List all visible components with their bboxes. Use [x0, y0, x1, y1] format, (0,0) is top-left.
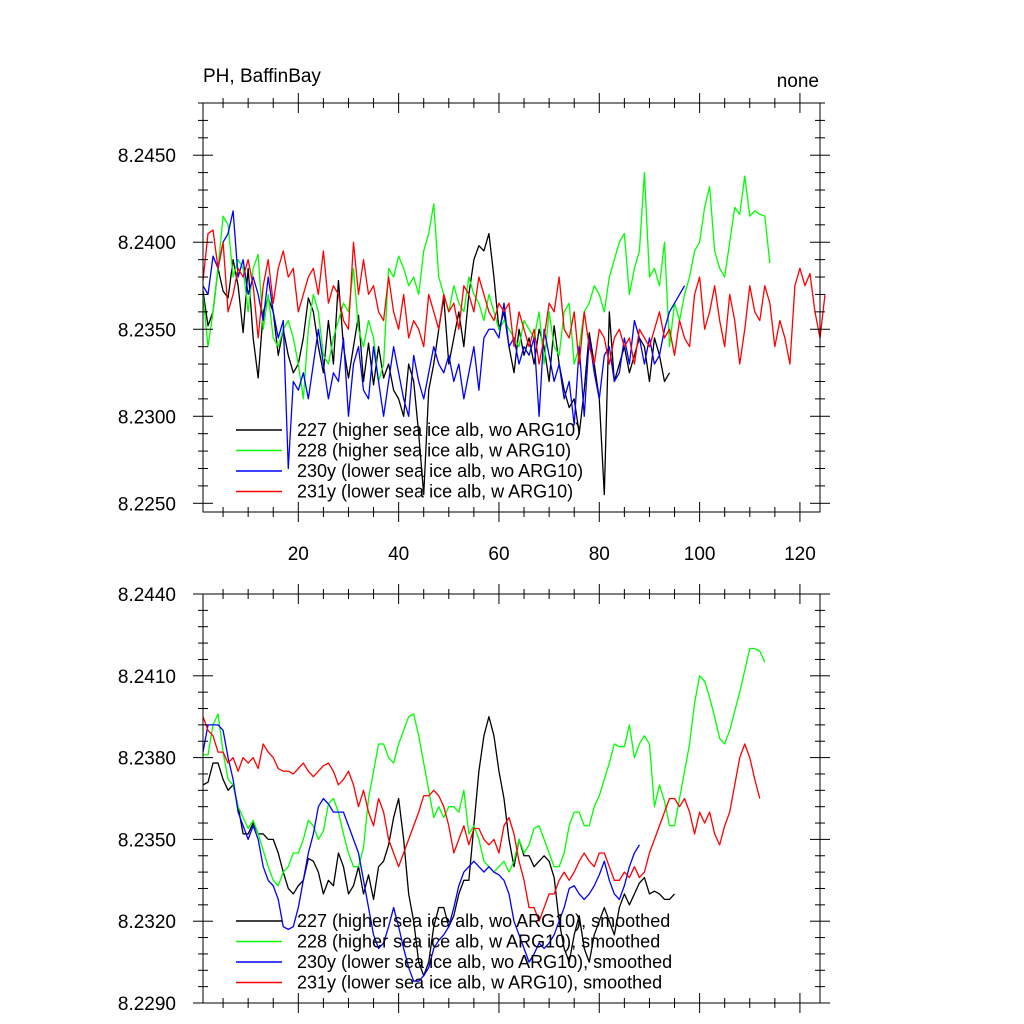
top-x-tick-label: 80 — [589, 544, 610, 565]
bottom-y-tick-label: 8.2320 — [118, 912, 176, 933]
top-y-tick-label: 8.2250 — [118, 494, 176, 515]
bottom-y-tick-label: 8.2290 — [118, 994, 176, 1015]
bottom-legend-label: 227 (higher sea ice alb, wo ARG10), smoo… — [297, 911, 670, 931]
top-legend-label: 230y (lower sea ice alb, wo ARG10) — [297, 461, 583, 481]
bottom-series-line-0 — [202, 716, 676, 977]
top-y-tick-label: 8.2350 — [118, 320, 176, 341]
bottom-y-tick-label: 8.2410 — [118, 667, 176, 688]
bottom-legend-label: 231y (lower sea ice alb, w ARG10), smoot… — [297, 973, 662, 993]
top-x-tick-label: 40 — [388, 544, 409, 565]
top-panel-title-right: none — [777, 71, 819, 92]
top-x-tick-label: 120 — [784, 544, 816, 565]
bottom-y-tick-label: 8.2350 — [118, 830, 176, 851]
top-y-tick-label: 8.2450 — [118, 146, 176, 167]
bottom-panel: 8.2290 8.2320 8.2350 8.2380 8.2410 8.2440 227… — [118, 584, 830, 1015]
bottom-ticks-layer: 8.2290 8.2320 8.2350 8.2380 8.2410 8.2440 — [118, 584, 830, 1015]
top-series-layer — [202, 171, 826, 496]
top-panel: PH, BaffinBay none 20 40 60 80 100 120 8.2250 8… — [118, 66, 830, 565]
top-series-line-1 — [202, 171, 771, 400]
bottom-plot-frame — [202, 593, 821, 1004]
bottom-y-tick-label: 8.2440 — [118, 585, 176, 606]
top-ticks-layer: 20 40 60 80 100 120 8.2250 8.2300 8.2350 8.2400 8.… — [118, 93, 830, 565]
bottom-series-layer — [202, 647, 766, 982]
top-legend-label: 227 (higher sea ice alb, wo ARG10) — [297, 420, 581, 440]
top-plot-frame — [202, 102, 821, 513]
bottom-legend-label: 228 (higher sea ice alb, w ARG10), smoot… — [297, 932, 660, 952]
top-legend: 227 (higher sea ice alb, wo ARG10)228 (h… — [236, 420, 583, 502]
top-legend-label: 228 (higher sea ice alb, w ARG10) — [297, 441, 571, 461]
bottom-legend-label: 230y (lower sea ice alb, wo ARG10), smoo… — [297, 952, 672, 972]
top-series-line-0 — [202, 232, 671, 496]
bottom-y-tick-label: 8.2380 — [118, 749, 176, 770]
bottom-series-line-1 — [203, 647, 766, 887]
top-y-tick-label: 8.2400 — [118, 233, 176, 254]
top-series-line-3 — [202, 229, 826, 365]
top-y-tick-label: 8.2300 — [118, 407, 176, 428]
top-x-tick-label: 60 — [488, 544, 509, 565]
bottom-series-line-2 — [202, 724, 640, 982]
top-panel-title: PH, BaffinBay — [203, 66, 321, 87]
top-x-tick-label: 20 — [288, 544, 309, 565]
bottom-legend: 227 (higher sea ice alb, wo ARG10), smoo… — [236, 911, 672, 993]
bottom-series-line-3 — [202, 716, 761, 922]
top-legend-label: 231y (lower sea ice alb, w ARG10) — [297, 482, 573, 502]
top-series-line-2 — [202, 210, 686, 470]
top-x-tick-label: 100 — [684, 544, 716, 565]
